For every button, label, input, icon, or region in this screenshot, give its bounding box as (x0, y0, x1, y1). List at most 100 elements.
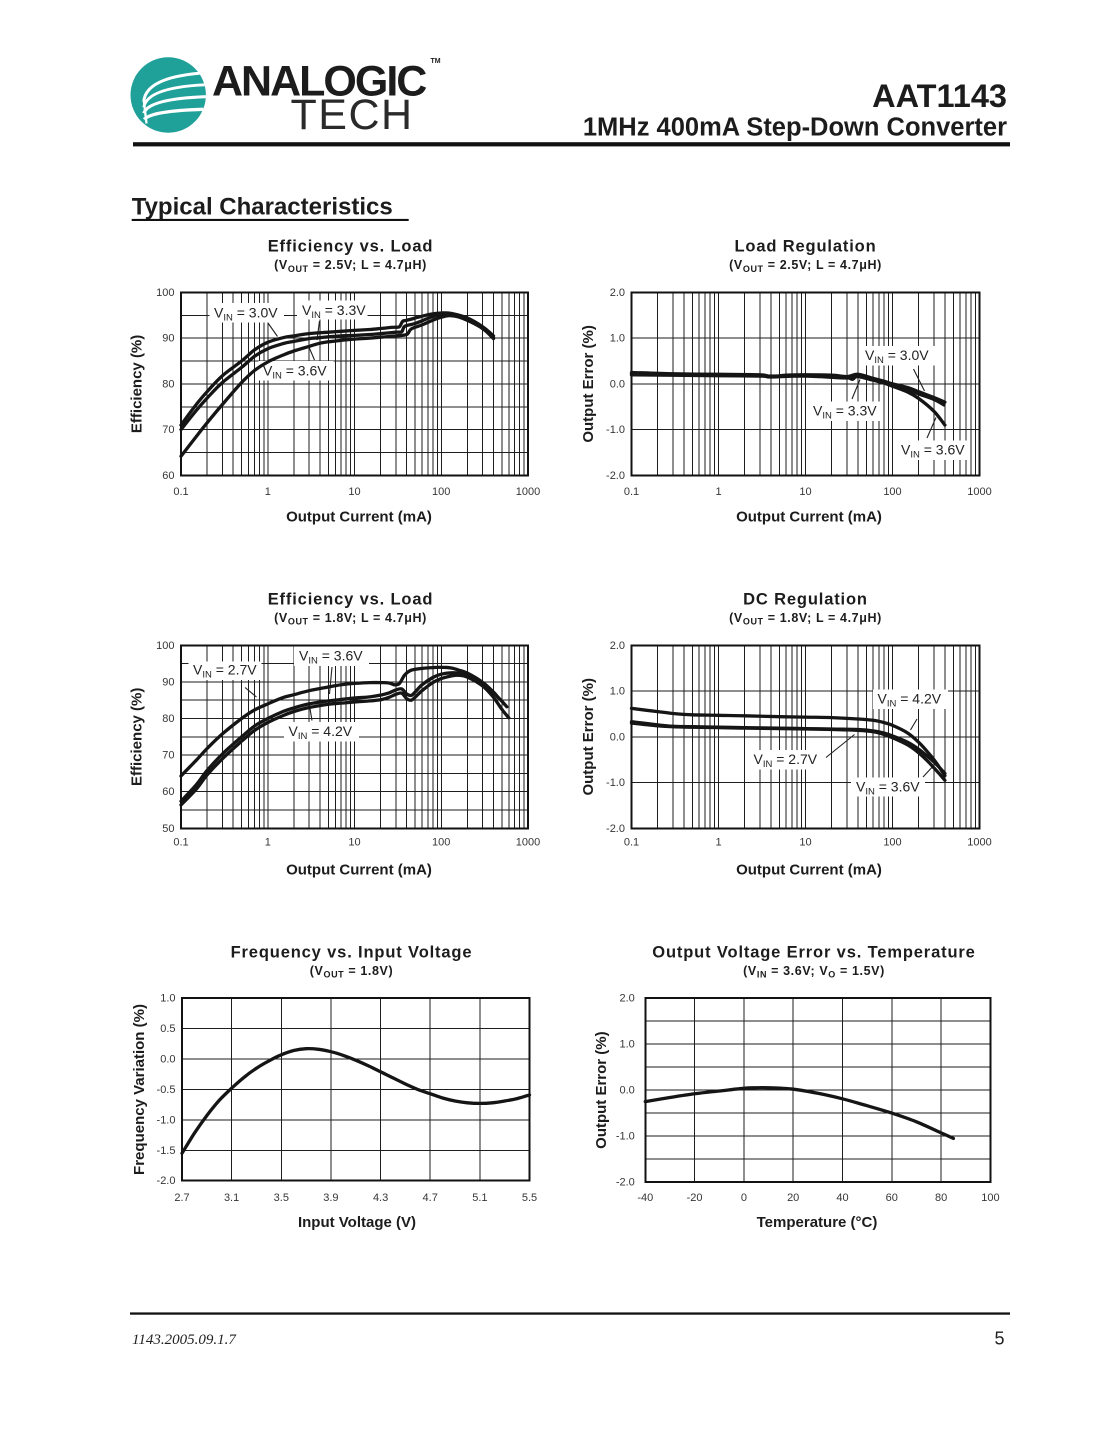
svg-text:60: 60 (162, 470, 174, 482)
svg-text:(VOUT = 1.8V; L = 4.7μH): (VOUT = 1.8V; L = 4.7μH) (729, 611, 882, 627)
svg-text:80: 80 (162, 378, 174, 390)
svg-text:1: 1 (715, 486, 721, 498)
svg-text:2.0: 2.0 (610, 640, 625, 652)
svg-text:1143.2005.09.1.7: 1143.2005.09.1.7 (132, 1332, 237, 1348)
svg-text:Output Voltage Error vs. Tempe: Output Voltage Error vs. Temperature (652, 943, 975, 961)
svg-text:0.1: 0.1 (624, 486, 639, 498)
svg-text:-1.0: -1.0 (606, 424, 625, 436)
svg-text:3.1: 3.1 (224, 1192, 239, 1204)
svg-text:-2.0: -2.0 (616, 1177, 635, 1189)
svg-text:-1.0: -1.0 (606, 777, 625, 789)
svg-text:(VOUT = 2.5V; L = 4.7μH): (VOUT = 2.5V; L = 4.7μH) (729, 258, 882, 274)
svg-text:0.1: 0.1 (624, 837, 639, 849)
svg-text:100: 100 (432, 837, 450, 849)
svg-text:Frequency vs. Input Voltage: Frequency vs. Input Voltage (231, 943, 473, 961)
svg-text:70: 70 (162, 424, 174, 436)
svg-text:Load Regulation: Load Regulation (735, 238, 877, 256)
svg-text:Efficiency (%): Efficiency (%) (129, 335, 146, 433)
svg-text:-20: -20 (687, 1192, 703, 1204)
svg-text:60: 60 (162, 786, 174, 798)
svg-text:100: 100 (156, 287, 174, 299)
svg-text:Input Voltage (V): Input Voltage (V) (298, 1214, 416, 1231)
svg-text:100: 100 (432, 486, 450, 498)
svg-text:1MHz 400mA Step-Down Converter: 1MHz 400mA Step-Down Converter (583, 114, 1007, 142)
svg-text:0.0: 0.0 (160, 1054, 175, 1066)
svg-text:1000: 1000 (516, 486, 540, 498)
svg-text:Frequency Variation (%): Frequency Variation (%) (131, 1004, 148, 1175)
svg-text:(VIN = 3.6V; VO = 1.5V): (VIN = 3.6V; VO = 1.5V) (743, 964, 885, 980)
svg-text:(VOUT = 1.8V): (VOUT = 1.8V) (310, 964, 393, 980)
svg-text:5.1: 5.1 (472, 1192, 487, 1204)
svg-text:AAT1143: AAT1143 (872, 78, 1007, 114)
svg-text:-40: -40 (637, 1192, 653, 1204)
svg-text:100: 100 (981, 1192, 999, 1204)
svg-text:1000: 1000 (967, 837, 991, 849)
svg-text:Output Current (mA): Output Current (mA) (286, 861, 432, 878)
svg-text:1: 1 (715, 837, 721, 849)
svg-text:1.0: 1.0 (620, 1039, 635, 1051)
svg-text:100: 100 (156, 640, 174, 652)
svg-text:20: 20 (787, 1192, 799, 1204)
svg-text:0: 0 (741, 1192, 747, 1204)
svg-text:0.0: 0.0 (610, 731, 625, 743)
svg-text:70: 70 (162, 750, 174, 762)
svg-text:0.0: 0.0 (620, 1085, 635, 1097)
svg-text:2.0: 2.0 (620, 993, 635, 1005)
svg-text:Output Current (mA): Output Current (mA) (736, 861, 882, 878)
svg-text:90: 90 (162, 676, 174, 688)
svg-text:Temperature (°C): Temperature (°C) (757, 1214, 878, 1231)
svg-text:2.0: 2.0 (610, 287, 625, 299)
svg-text:Efficiency vs. Load: Efficiency vs. Load (268, 238, 434, 256)
svg-text:90: 90 (162, 333, 174, 345)
svg-text:-2.0: -2.0 (606, 470, 625, 482)
svg-text:Output Error (%): Output Error (%) (593, 1031, 610, 1149)
svg-text:80: 80 (162, 713, 174, 725)
svg-text:1000: 1000 (516, 837, 540, 849)
svg-text:Output Current (mA): Output Current (mA) (286, 509, 432, 526)
svg-text:-1.0: -1.0 (157, 1114, 176, 1126)
svg-text:-2.0: -2.0 (157, 1175, 176, 1187)
svg-text:TECH: TECH (291, 91, 414, 139)
svg-text:(VOUT = 1.8V; L = 4.7μH): (VOUT = 1.8V; L = 4.7μH) (274, 611, 427, 627)
svg-text:5.5: 5.5 (522, 1192, 537, 1204)
svg-text:0.1: 0.1 (173, 486, 188, 498)
svg-text:3.9: 3.9 (323, 1192, 338, 1204)
svg-text:100: 100 (883, 486, 901, 498)
svg-text:-1.0: -1.0 (616, 1131, 635, 1143)
svg-text:-0.5: -0.5 (157, 1084, 176, 1096)
svg-text:4.3: 4.3 (373, 1192, 388, 1204)
svg-text:10: 10 (799, 837, 811, 849)
svg-text:100: 100 (883, 837, 901, 849)
svg-text:3.5: 3.5 (274, 1192, 289, 1204)
svg-text:10: 10 (348, 486, 360, 498)
svg-text:VIN = 3.6V: VIN = 3.6V (263, 363, 327, 382)
svg-text:ANALOGIC: ANALOGIC (212, 58, 426, 106)
svg-text:DC Regulation: DC Regulation (743, 590, 868, 608)
svg-text:1.0: 1.0 (160, 993, 175, 1005)
svg-text:0.5: 0.5 (160, 1023, 175, 1035)
svg-text:Efficiency vs. Load: Efficiency vs. Load (268, 590, 434, 608)
svg-text:80: 80 (935, 1192, 947, 1204)
svg-text:Efficiency (%): Efficiency (%) (129, 688, 146, 786)
svg-text:-1.5: -1.5 (157, 1145, 176, 1157)
svg-text:1: 1 (265, 837, 271, 849)
svg-text:Output Error (%): Output Error (%) (580, 325, 597, 443)
svg-text:10: 10 (348, 837, 360, 849)
svg-text:1.0: 1.0 (610, 333, 625, 345)
svg-text:50: 50 (162, 823, 174, 835)
svg-text:1: 1 (265, 486, 271, 498)
svg-text:Output Current (mA): Output Current (mA) (736, 509, 882, 526)
svg-text:-2.0: -2.0 (606, 823, 625, 835)
svg-text:1.0: 1.0 (610, 686, 625, 698)
svg-text:Typical Characteristics: Typical Characteristics (132, 193, 393, 220)
svg-text:TM: TM (431, 58, 441, 65)
svg-text:4.7: 4.7 (423, 1192, 438, 1204)
svg-text:40: 40 (836, 1192, 848, 1204)
svg-text:Output Error (%): Output Error (%) (580, 678, 597, 796)
svg-text:5: 5 (995, 1328, 1005, 1348)
svg-text:10: 10 (799, 486, 811, 498)
svg-text:0.1: 0.1 (173, 837, 188, 849)
svg-text:(VOUT = 2.5V; L = 4.7μH): (VOUT = 2.5V; L = 4.7μH) (274, 258, 427, 274)
svg-text:0.0: 0.0 (610, 378, 625, 390)
svg-text:2.7: 2.7 (174, 1192, 189, 1204)
